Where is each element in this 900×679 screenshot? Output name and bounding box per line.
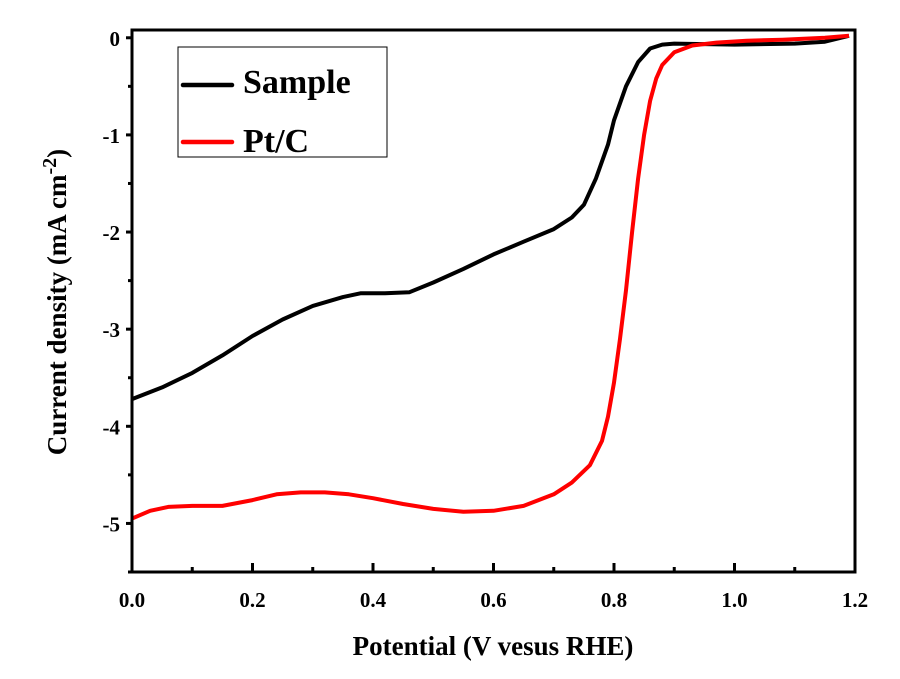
x-tick-label: 0.6 <box>480 588 506 612</box>
y-axis-label: Current density (mA cm-2) <box>39 149 72 455</box>
legend-label-ptc: Pt/C <box>243 123 309 160</box>
y-axis-label-sup: -2 <box>39 158 61 175</box>
y-tick-label: -2 <box>103 221 121 245</box>
y-axis-label-close: ) <box>42 149 72 158</box>
series-line-sample <box>131 33 850 401</box>
x-tick-label: 0.8 <box>601 588 627 612</box>
y-tick-label: -4 <box>103 415 121 439</box>
x-tick-label: 0.0 <box>119 588 145 612</box>
y-tick-label: -3 <box>103 318 121 342</box>
x-tick-label: 0.4 <box>360 588 387 612</box>
legend-label-sample: Sample <box>243 64 351 101</box>
plot-frame <box>130 28 857 574</box>
y-tick-label: -1 <box>103 124 121 148</box>
x-tick-label: 1.2 <box>842 588 868 612</box>
y-tick-label: 0 <box>110 27 121 51</box>
x-tick-label: 0.2 <box>239 588 265 612</box>
legend: Sample Pt/C <box>177 46 388 160</box>
y-tick-label: -5 <box>103 512 121 536</box>
x-tick-label: 1.0 <box>721 588 747 612</box>
x-axis-label: Potential (V vesus RHE) <box>353 631 634 661</box>
legend-box <box>177 46 388 158</box>
series-line-ptc <box>131 33 850 521</box>
